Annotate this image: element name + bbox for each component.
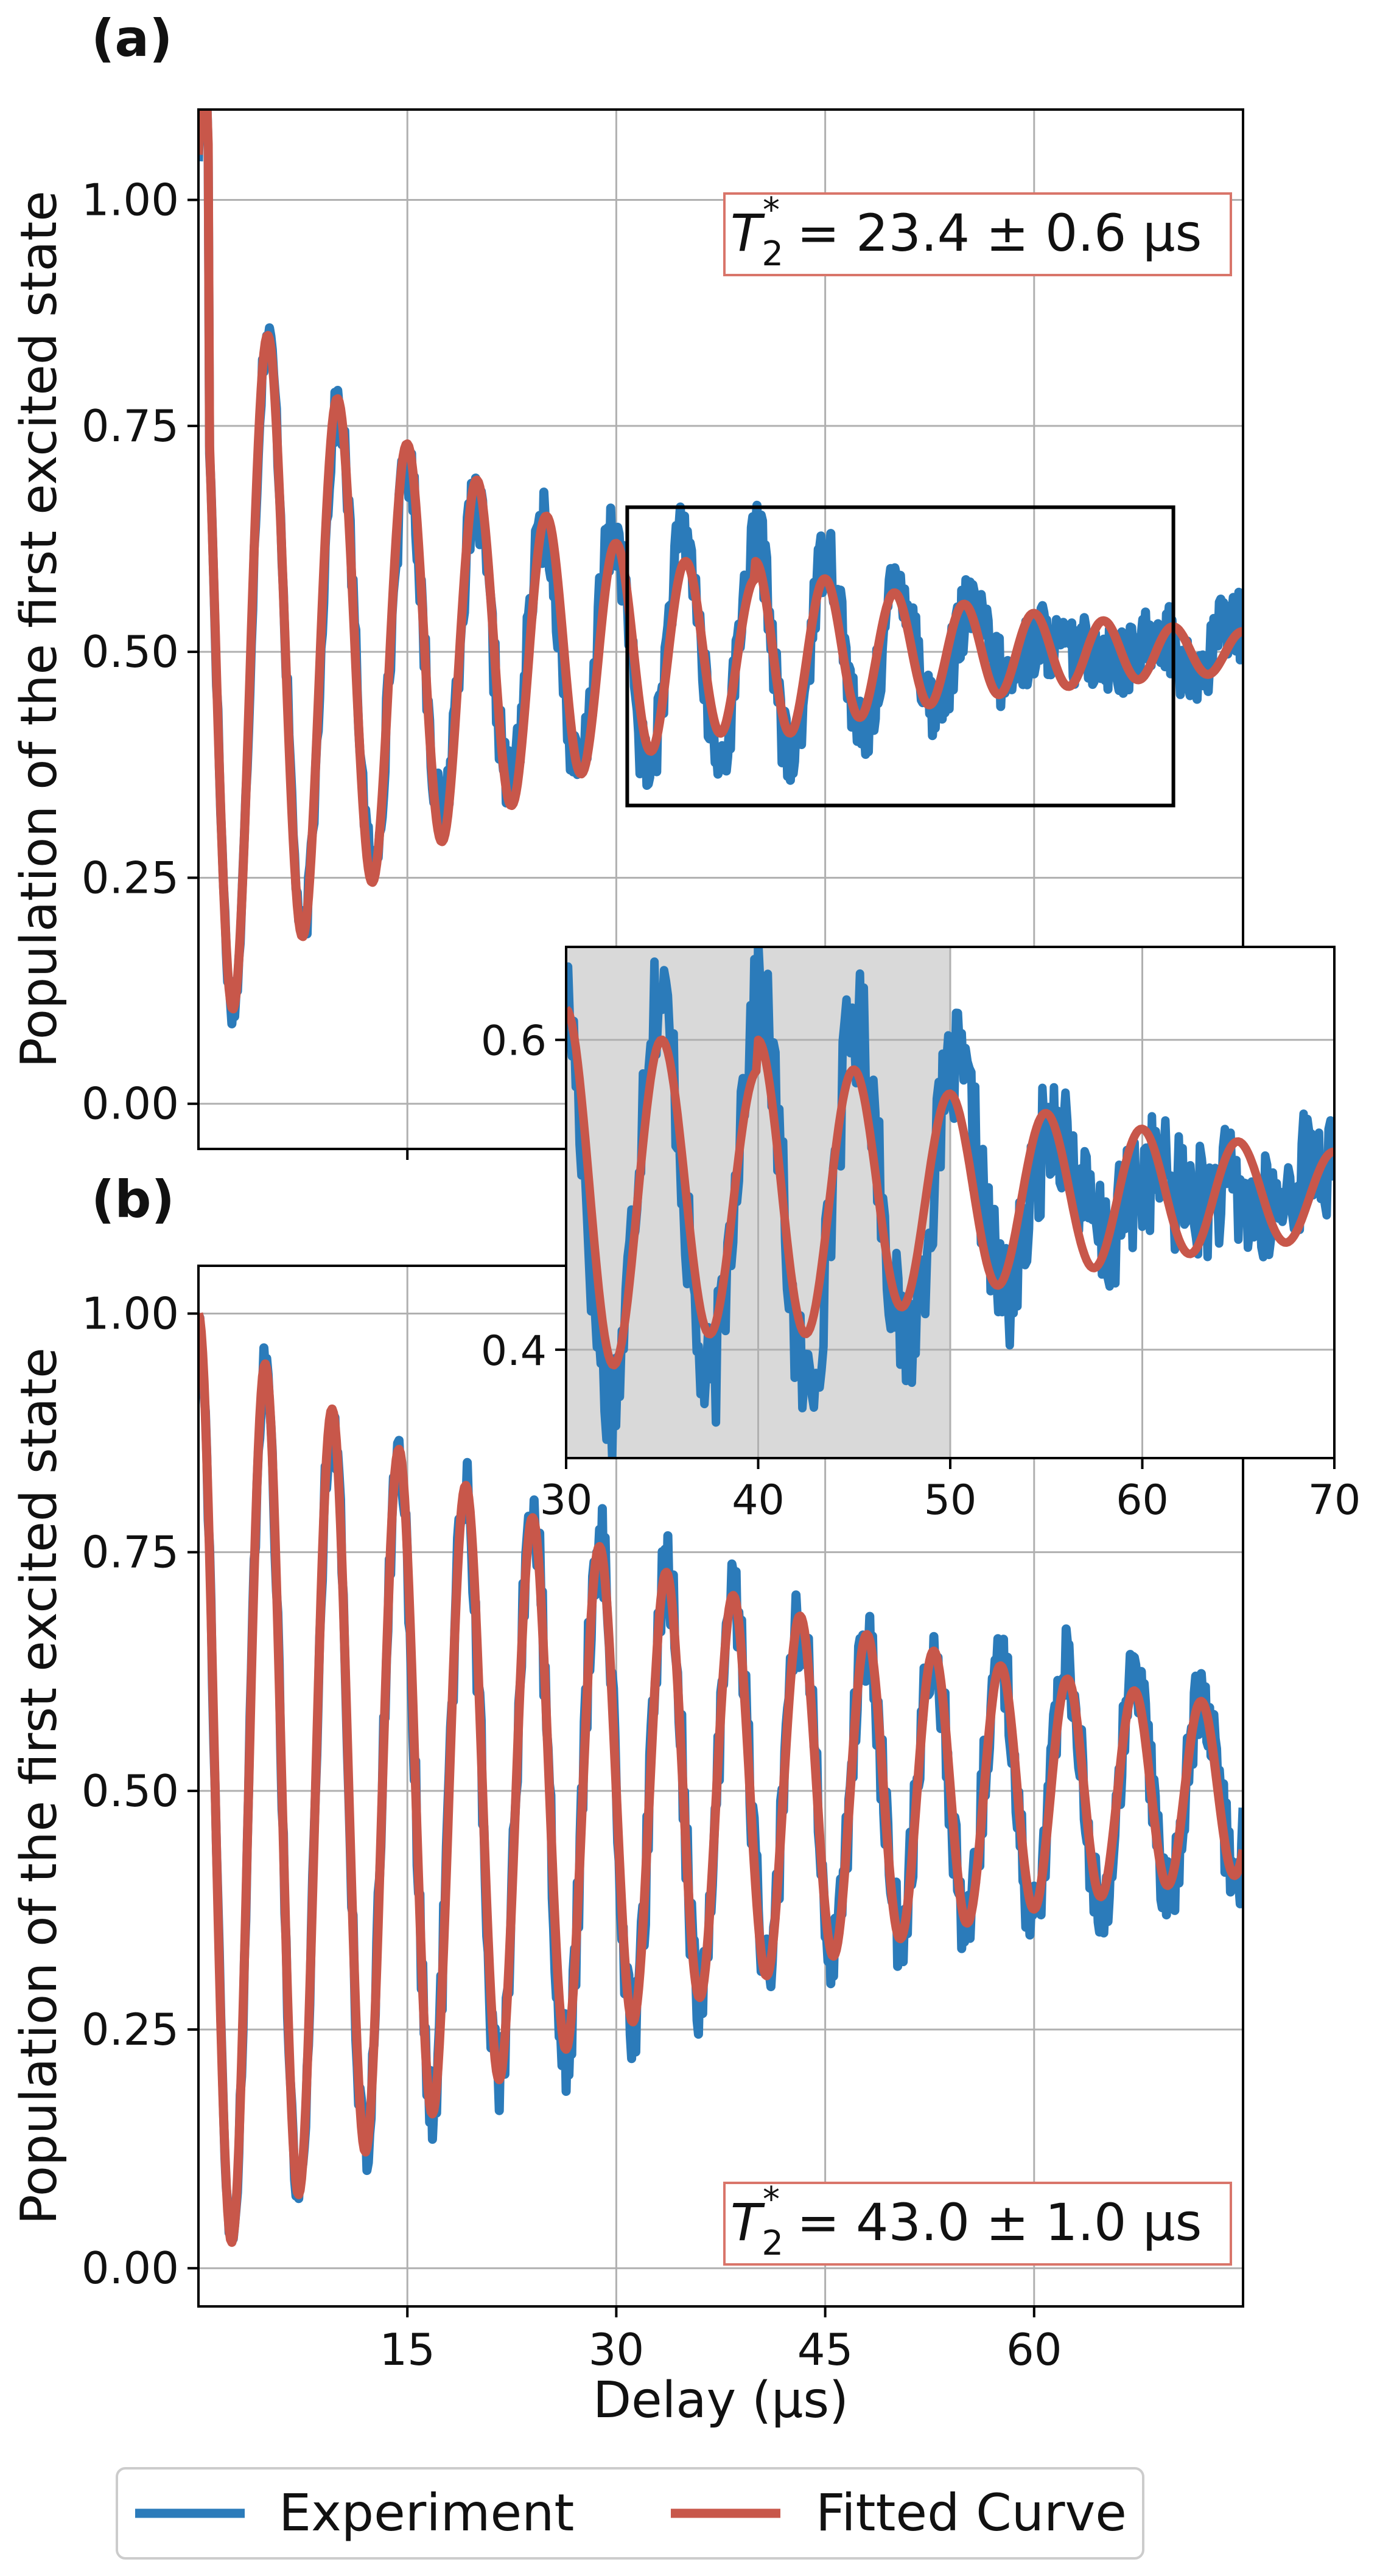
panel-a-label: (a) (91, 9, 172, 68)
i-x-tick-label: 70 (1308, 1476, 1361, 1524)
panel-a-plot-area (198, 110, 1243, 1028)
panel-b: (b) 0.00 0.25 0.50 0.75 1.00 15 30 45 60 Popula… (10, 1170, 1244, 2429)
inset-plot-area (566, 947, 1334, 1458)
panel-b-plot-area (198, 1312, 1243, 2247)
a-y-tick-label: 0.00 (82, 1078, 179, 1129)
i-y-tick-label: 0.6 (481, 1017, 547, 1066)
a-y-tick-label: 0.75 (82, 400, 179, 452)
b-y-tick-label: 1.00 (82, 1288, 179, 1339)
panel-b-t2-annotation: T2 * = 43.0 ± 1.0 μs (730, 2180, 1202, 2263)
inset-y-ticks: 0.4 0.6 (481, 1017, 566, 1375)
i-x-tick-label: 40 (732, 1476, 785, 1524)
panel-b-y-ticks: 0.00 0.25 0.50 0.75 1.00 (82, 1288, 198, 2294)
inset-x-ticks: 30 40 50 60 70 (540, 1458, 1361, 1524)
legend-fitted-curve-label: Fitted Curve (816, 2483, 1127, 2543)
i-x-tick-label: 50 (924, 1476, 977, 1524)
b-y-tick-label: 0.50 (82, 1765, 179, 1817)
b-x-tick-label: 60 (1006, 2324, 1062, 2375)
panel-a-y-ticks: 0.00 0.25 0.50 0.75 1.00 (82, 175, 198, 1129)
inset-fitted-line (566, 1006, 1334, 1370)
a-y-tick-label: 1.00 (82, 175, 179, 226)
panel-a-t2-symbol: T (730, 203, 765, 263)
i-y-tick-label: 0.4 (481, 1327, 547, 1375)
inset-chart: 0.4 0.6 30 40 50 60 70 (481, 946, 1361, 1524)
legend-frame (116, 2467, 1144, 2560)
panel-a-experiment-line (198, 110, 1243, 1028)
panel-a-t2-superscript: * (763, 190, 780, 230)
b-y-tick-label: 0.00 (82, 2243, 179, 2294)
panel-a-t2-annotation-box (723, 192, 1232, 276)
panel-a-y-axis-title: Population of the first excited state (10, 190, 68, 1067)
legend-experiment-label: Experiment (279, 2483, 574, 2543)
b-y-tick-label: 0.25 (82, 2004, 179, 2055)
panel-b-label: (b) (91, 1170, 175, 1229)
panel-b-t2-symbol: T (730, 2193, 765, 2252)
legend: Experiment Fitted Curve (116, 2467, 1144, 2560)
panel-b-y-axis-title: Population of the first excited state (10, 1347, 68, 2224)
b-y-tick-label: 0.75 (82, 1527, 179, 1578)
i-x-tick-label: 30 (540, 1476, 593, 1524)
b-x-tick-label: 30 (589, 2324, 645, 2375)
panel-a: (a) 0.00 0.25 0.50 0.75 1.00 Population of t… (10, 9, 1244, 1160)
panel-b-t2-annotation-box (723, 2182, 1232, 2266)
panel-a-fitted-line (198, 110, 1243, 1014)
panel-b-fitted-line (198, 1312, 1243, 2247)
a-y-tick-label: 0.25 (82, 852, 179, 903)
a-y-tick-label: 0.50 (82, 626, 179, 677)
i-x-tick-label: 60 (1116, 1476, 1169, 1524)
panel-a-t2-annotation: T2* = 23.4 ± 0.6 μs (730, 190, 1202, 274)
panel-a-t2-subscript: 2 (762, 234, 783, 274)
panel-b-x-axis-title: Delay (μs) (593, 2372, 849, 2429)
panel-b-t2-value: = 43.0 ± 1.0 μs (797, 2193, 1202, 2252)
panel-a-zoom-box (625, 505, 1175, 808)
panel-b-t2-subscript: 2 (762, 2224, 783, 2263)
panel-a-t2-value: = 23.4 ± 0.6 μs (797, 203, 1202, 263)
panel-b-x-ticks: 15 30 45 60 (379, 2306, 1062, 2375)
b-x-tick-label: 15 (379, 2324, 435, 2375)
panel-b-t2-superscript: * (763, 2180, 780, 2219)
b-x-tick-label: 45 (797, 2324, 853, 2375)
